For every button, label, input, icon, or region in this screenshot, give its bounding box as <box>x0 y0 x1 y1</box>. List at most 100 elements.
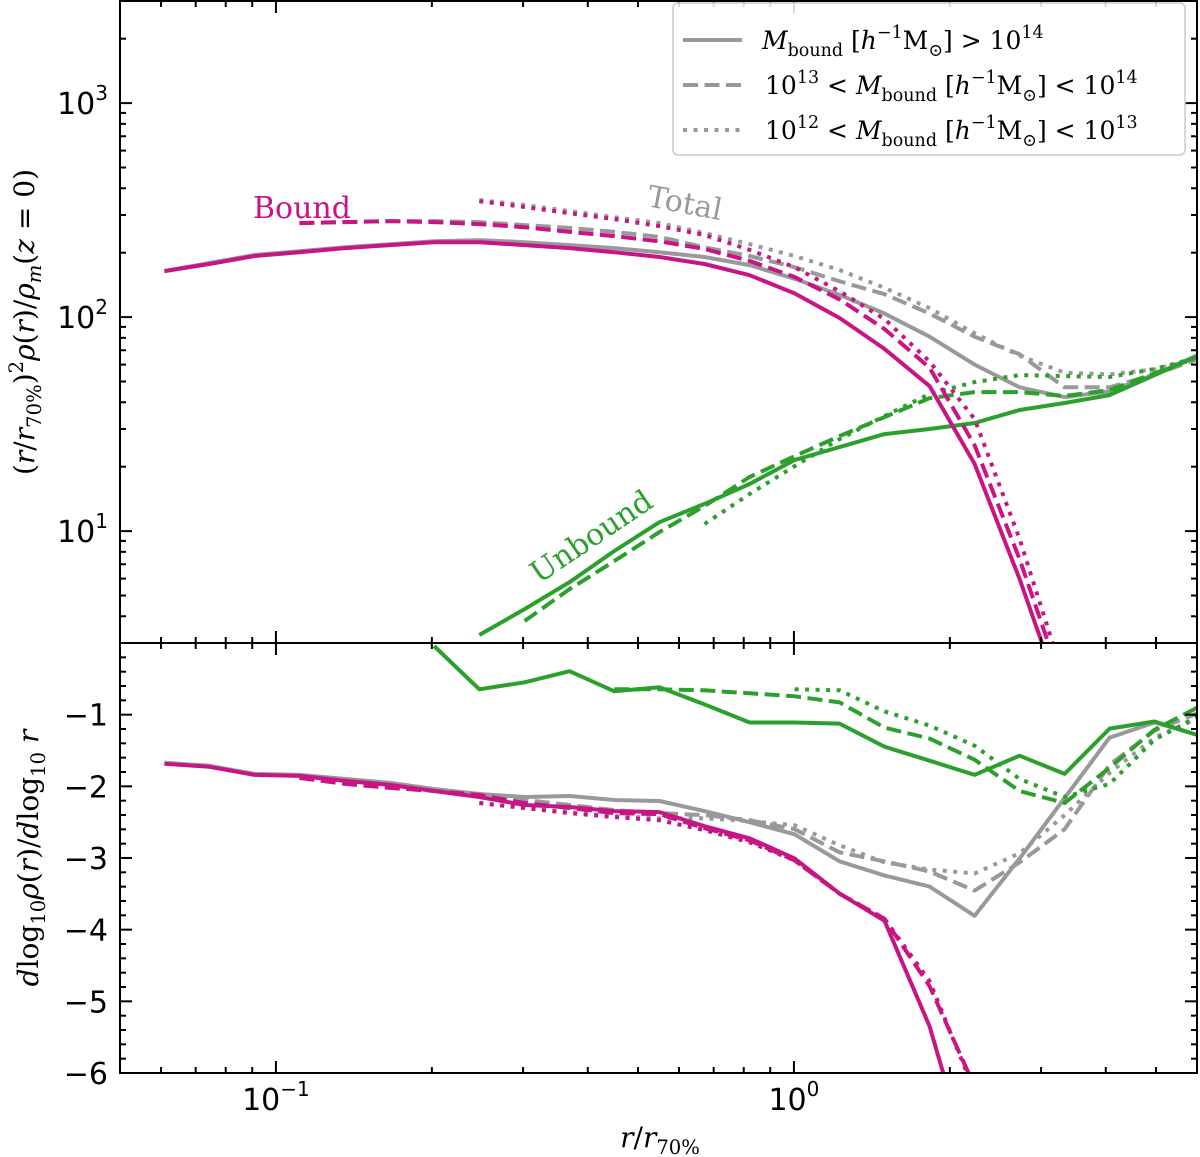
y-tick-label: −3 <box>64 842 108 877</box>
top-y-axis-label-part: ) <box>8 373 41 384</box>
y-tick-label: 101 <box>57 509 108 550</box>
top-unbound-dashed-line <box>523 354 1197 623</box>
legend-entry-label-part: < <box>819 71 856 100</box>
tick-exponent: 0 <box>807 1077 820 1101</box>
legend-entry-label-part: ] < 10 <box>1037 71 1115 100</box>
legend-entry-label-part: ⊙ <box>1022 131 1037 151</box>
top-y-axis-label-part: r <box>8 449 41 464</box>
y-tick-label: −5 <box>64 985 108 1020</box>
legend-entry-label-part: M <box>855 71 883 100</box>
top-y-axis-label-part: m <box>23 265 46 284</box>
legend-entry-label-part: M <box>855 116 883 145</box>
legend-entry-label-part: −1 <box>877 23 903 43</box>
bottom-y-axis-label: dlog10ρ(r)/dlog10 r <box>12 728 50 986</box>
bottom-y-axis-label-part: log <box>12 925 45 969</box>
tick-exponent: 2 <box>95 295 108 319</box>
top-unbound-dotted-line <box>703 355 1197 526</box>
x-tick-label: 10−1 <box>242 1077 310 1118</box>
legend-entry-label: 1013 < Mbound [h−1M⊙] < 1014 <box>765 68 1138 106</box>
x-axis-label-part: r <box>643 1121 658 1154</box>
legend-entry-label-part: bound <box>882 131 937 151</box>
tick-base: 10 <box>768 1083 806 1118</box>
top-y-axis-label-part: 2 <box>5 361 28 373</box>
bottom-unbound-solid-line <box>432 644 1197 777</box>
top-y-axis-label-part: )/ <box>8 299 41 320</box>
legend-entry-label-part: M <box>997 71 1023 100</box>
y-tick-label: 102 <box>57 295 108 336</box>
top-y-axis-label-part: ( <box>8 254 41 265</box>
tick-exponent: −1 <box>280 1077 309 1101</box>
x-axis-label-part: r <box>620 1121 635 1154</box>
top-y-axis-label-part: / <box>8 441 41 451</box>
legend-entry-label-part: [ <box>843 26 861 55</box>
top-panel-lines <box>164 198 1197 643</box>
legend-entry-label-part: 13 <box>797 68 819 88</box>
legend-entry-label-part: ⊙ <box>1022 86 1037 106</box>
bottom-y-axis-label-part: r <box>12 857 45 872</box>
legend-entry-label-part: ⊙ <box>928 41 943 61</box>
x-axis-label-part: 70% <box>656 1136 700 1157</box>
top-y-axis-label-part: r <box>8 426 41 441</box>
legend-entry-label-part: M <box>761 26 789 55</box>
legend-entry-label-part: bound <box>788 41 843 61</box>
legend-entry-label-part: 14 <box>1021 23 1043 43</box>
legend-entry-label-part: M <box>903 26 929 55</box>
legend-entry-label-part: −1 <box>971 68 997 88</box>
annotation-bound: Bound <box>253 191 351 226</box>
bottom-bound-dotted-line <box>479 801 970 1073</box>
tick-exponent: 1 <box>95 509 108 533</box>
top-y-axis-label-part: z <box>8 239 41 255</box>
y-tick-label: −6 <box>64 1057 108 1092</box>
legend-entry-label-part: [ <box>937 116 955 145</box>
bottom-y-axis-label-part: r <box>12 728 45 752</box>
bottom-y-axis-label-part: ρ <box>12 883 45 901</box>
top-unbound-solid-line <box>478 354 1197 637</box>
y-tick-label: −1 <box>64 699 108 734</box>
bottom-panel-lines <box>164 644 1197 1073</box>
legend-entry-label-part: 14 <box>1115 68 1137 88</box>
legend-entry-label-part: 12 <box>797 113 819 133</box>
tick-base: 10 <box>57 515 95 550</box>
tick-base: 10 <box>57 301 95 336</box>
legend-entry-label: 1012 < Mbound [h−1M⊙] < 1013 <box>765 113 1138 151</box>
legend-entry-label-part: 13 <box>1115 113 1137 133</box>
tick-base: 10 <box>242 1083 280 1118</box>
top-bound-dashed-line <box>299 219 1051 643</box>
bottom-bound-dashed-line <box>299 775 971 1073</box>
legend-entry-label-part: bound <box>882 86 937 106</box>
legend-entry-label-part: 10 <box>765 116 797 145</box>
bottom-total-dashed-line <box>299 711 1197 893</box>
bottom-y-axis-label-part: ( <box>12 872 45 883</box>
tick-exponent: 3 <box>95 81 108 105</box>
x-axis-label: r/r70% <box>620 1121 700 1157</box>
legend-entry-label-part: < <box>819 116 856 145</box>
top-bound-solid-line <box>164 240 1045 643</box>
bottom-unbound-dashed-line <box>614 687 1197 805</box>
legend-box <box>672 2 1186 156</box>
legend-entry-label-part: −1 <box>971 113 997 133</box>
bottom-y-axis-label-part: log <box>12 777 45 821</box>
legend-entry-label-part: h <box>955 116 971 145</box>
top-y-axis-label-part: ( <box>8 333 41 344</box>
axes-frames <box>119 0 1198 1074</box>
bottom-y-axis-label-part: d <box>12 821 45 839</box>
y-tick-label: 103 <box>57 81 108 122</box>
legend-entry-label-part: 10 <box>765 71 797 100</box>
legend-entry-label: Mbound [h−1M⊙] > 1014 <box>761 23 1044 61</box>
legend-entry-label-part: ] < 10 <box>1037 116 1115 145</box>
legend-entry-label-part: [ <box>937 71 955 100</box>
top-y-axis-label-part: 70% <box>23 384 46 428</box>
legend-entry-label-part: h <box>861 26 877 55</box>
bottom-y-axis-label-part: 10 <box>27 900 50 925</box>
bottom-y-axis-label-part: 10 <box>27 752 50 777</box>
top-y-axis-label-part: ( <box>8 464 41 475</box>
legend-entry-label-part: ] > 10 <box>943 26 1021 55</box>
legend-entry-label-part: M <box>997 116 1023 145</box>
x-axis-label-part: / <box>634 1121 644 1154</box>
tick-base: 10 <box>57 87 95 122</box>
bottom-y-axis-label-part: )/ <box>12 838 45 859</box>
